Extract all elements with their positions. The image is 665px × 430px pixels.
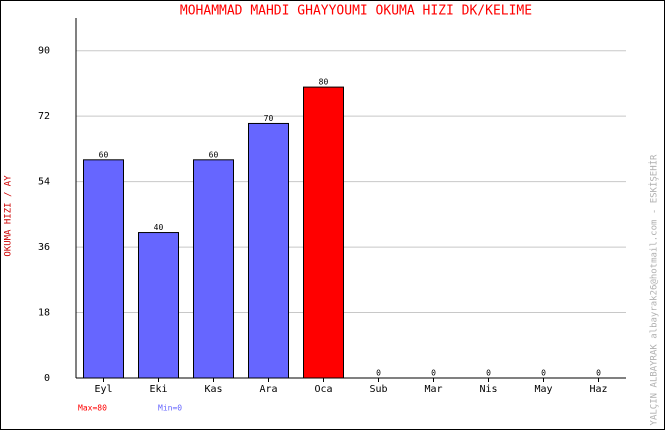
value-label: 0 [596, 369, 601, 378]
bar [83, 159, 124, 379]
bar [303, 86, 344, 379]
y-axis-label: OKUMA HIZI / AY [4, 175, 14, 257]
y-tick-label: 72 [38, 111, 50, 122]
value-label: 40 [154, 223, 164, 232]
y-tick-label: 18 [38, 308, 50, 319]
x-tick-label: Eyl [94, 384, 112, 395]
y-tick-label: 90 [38, 46, 50, 57]
value-label: 0 [486, 369, 491, 378]
y-tick-label: 54 [38, 177, 50, 188]
value-label: 0 [376, 369, 381, 378]
bar [193, 159, 234, 379]
bar [248, 122, 289, 379]
value-label: 0 [431, 369, 436, 378]
y-tick-label: 36 [38, 242, 50, 253]
value-label: 70 [264, 114, 274, 123]
x-tick-label: Nis [479, 384, 497, 395]
credit: YALÇIN ALBAYRAK albayrak26@hotmail.com -… [649, 154, 660, 426]
x-tick-label: Sub [369, 384, 387, 395]
value-label: 60 [99, 150, 109, 159]
chart-title: MOHAMMAD MAHDI GHAYYOUMI OKUMA HIZI DK/K… [180, 4, 532, 19]
x-tick-label: Haz [589, 384, 607, 395]
x-tick-label: Kas [204, 384, 222, 395]
x-tick-label: Mar [424, 384, 442, 395]
x-tick-label: Ara [259, 384, 277, 395]
value-label: 80 [319, 78, 329, 87]
max-label: Max=80 [78, 404, 107, 413]
x-tick-label: Oca [314, 384, 332, 395]
bar [138, 232, 179, 379]
min-label: Min=0 [158, 404, 182, 413]
value-label: 60 [209, 150, 219, 159]
value-label: 0 [541, 369, 546, 378]
x-tick-label: May [534, 384, 552, 395]
y-tick-label: 0 [44, 373, 50, 384]
x-tick-label: Eki [149, 384, 167, 395]
